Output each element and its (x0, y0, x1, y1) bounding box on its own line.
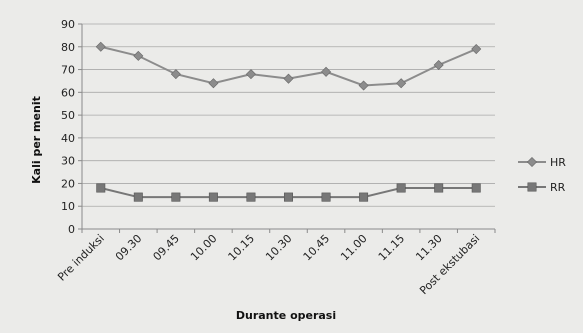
point-hr-3 (208, 78, 219, 89)
legend-marker-hr (526, 156, 538, 168)
y-tick-label-20: 20 (61, 177, 75, 190)
point-rr-4 (246, 192, 256, 202)
point-hr-5 (283, 73, 294, 84)
legend-item-rr: RR (518, 181, 566, 194)
y-tick-label-90: 90 (61, 18, 75, 31)
y-tick-label-40: 40 (61, 132, 75, 145)
y-tick-label-10: 10 (61, 200, 75, 213)
y-tick-label-70: 70 (61, 64, 75, 77)
legend-label-hr: HR (550, 156, 566, 169)
y-tick-label-30: 30 (61, 155, 75, 168)
point-hr-10 (471, 44, 482, 55)
point-hr-6 (321, 66, 332, 77)
legend-label-rr: RR (550, 181, 566, 194)
point-hr-0 (95, 41, 106, 52)
point-rr-2 (171, 192, 181, 202)
x-axis-title: Durante operasi (236, 309, 336, 322)
point-hr-2 (170, 69, 181, 80)
legend-marker-rr (527, 182, 537, 192)
legend-item-hr: HR (518, 156, 566, 169)
point-rr-9 (434, 183, 444, 193)
point-rr-6 (321, 192, 331, 202)
legend: HR RR (518, 156, 566, 194)
series-rr (96, 183, 481, 202)
point-rr-10 (471, 183, 481, 193)
y-tick-label-50: 50 (61, 109, 75, 122)
point-rr-1 (133, 192, 143, 202)
y-tick-labels: 0 10 20 30 40 50 60 70 80 90 (61, 18, 75, 236)
y-tick-label-80: 80 (61, 41, 75, 54)
point-rr-7 (359, 192, 369, 202)
y-tick-label-60: 60 (61, 86, 75, 99)
series-hr (95, 41, 482, 91)
point-hr-9 (433, 59, 444, 71)
gridlines (82, 23, 495, 207)
point-hr-4 (245, 69, 256, 80)
series (95, 41, 482, 202)
point-rr-3 (208, 192, 218, 202)
point-rr-8 (396, 183, 406, 193)
point-hr-7 (358, 80, 369, 91)
point-hr-8 (396, 78, 407, 89)
point-rr-5 (283, 192, 293, 202)
y-tick-label-0: 0 (68, 223, 75, 236)
point-rr-0 (96, 183, 106, 193)
point-hr-1 (133, 50, 144, 61)
y-axis-title: Kali per menit (30, 96, 43, 184)
axes (78, 23, 496, 233)
